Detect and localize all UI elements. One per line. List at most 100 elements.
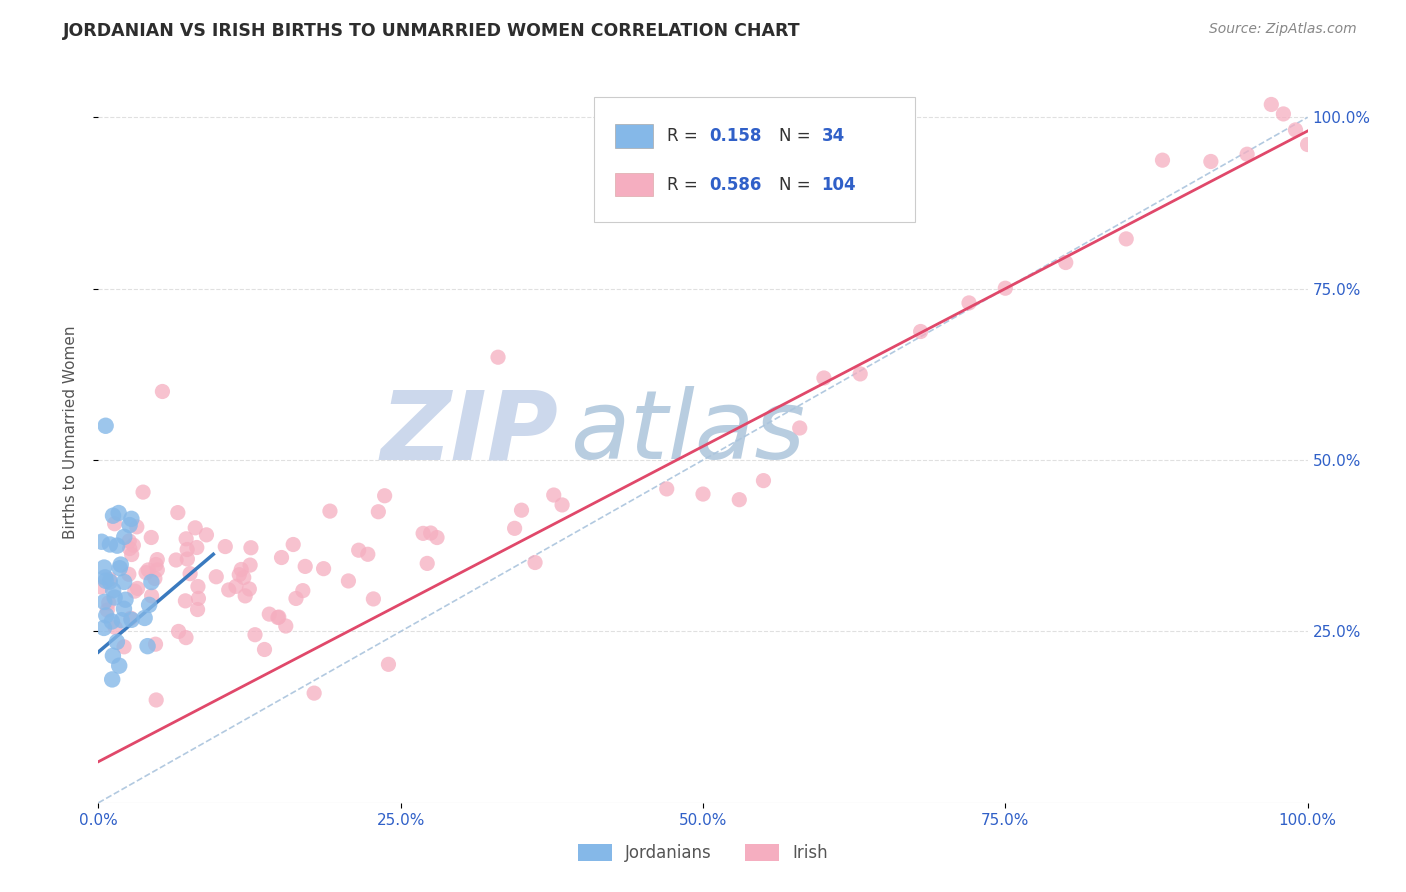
Point bbox=[214, 540, 236, 554]
Point bbox=[416, 557, 439, 571]
Point bbox=[108, 561, 131, 575]
Text: R =: R = bbox=[666, 127, 703, 145]
Point bbox=[145, 637, 167, 651]
Point bbox=[104, 620, 127, 634]
Point bbox=[96, 608, 118, 623]
Point bbox=[186, 541, 208, 555]
Point bbox=[134, 611, 156, 625]
Point bbox=[121, 613, 143, 627]
Point bbox=[357, 547, 380, 561]
Point bbox=[94, 574, 117, 588]
Point bbox=[104, 516, 127, 531]
Point bbox=[259, 607, 281, 621]
Point bbox=[789, 421, 811, 435]
Point bbox=[118, 518, 141, 533]
Point bbox=[367, 505, 389, 519]
Point bbox=[114, 592, 136, 607]
Point bbox=[174, 594, 197, 608]
Point bbox=[347, 543, 370, 558]
Point bbox=[285, 591, 308, 606]
Point bbox=[101, 508, 124, 523]
Point bbox=[1152, 153, 1174, 168]
Point bbox=[957, 296, 980, 310]
Point bbox=[291, 583, 314, 598]
Point bbox=[1054, 255, 1077, 269]
Point bbox=[118, 541, 141, 556]
Point bbox=[813, 371, 835, 385]
Point bbox=[551, 498, 574, 512]
Point bbox=[174, 631, 197, 645]
Point bbox=[377, 657, 399, 672]
Y-axis label: Births to Unmarried Women: Births to Unmarried Women bbox=[63, 326, 77, 540]
Point bbox=[141, 574, 163, 589]
Point bbox=[122, 538, 145, 552]
Point bbox=[152, 384, 174, 399]
Point bbox=[132, 485, 155, 500]
Point bbox=[412, 526, 434, 541]
Text: 104: 104 bbox=[821, 176, 856, 194]
Point bbox=[124, 584, 146, 599]
Point bbox=[90, 534, 112, 549]
Point bbox=[176, 542, 198, 557]
Point bbox=[136, 563, 159, 577]
Point bbox=[238, 582, 260, 596]
Point bbox=[108, 658, 131, 673]
Bar bbox=[614, 124, 654, 147]
Point bbox=[302, 686, 325, 700]
Point bbox=[543, 488, 565, 502]
Point bbox=[138, 598, 160, 612]
Point bbox=[1284, 123, 1306, 137]
Text: 34: 34 bbox=[821, 127, 845, 145]
Point bbox=[104, 591, 127, 605]
Point bbox=[98, 537, 121, 551]
Point bbox=[141, 589, 163, 603]
Point bbox=[337, 574, 360, 588]
Point bbox=[107, 506, 129, 520]
Point bbox=[267, 610, 290, 624]
Point bbox=[294, 559, 316, 574]
Point bbox=[101, 673, 124, 687]
Point bbox=[312, 562, 335, 576]
Point bbox=[97, 596, 120, 610]
Point bbox=[120, 512, 142, 526]
Point bbox=[93, 621, 115, 635]
Point bbox=[218, 582, 240, 597]
Point bbox=[105, 539, 128, 553]
Text: 0.586: 0.586 bbox=[709, 176, 762, 194]
Text: N =: N = bbox=[779, 127, 815, 145]
Point bbox=[146, 552, 169, 566]
Point bbox=[1296, 137, 1319, 152]
Point bbox=[145, 558, 167, 572]
FancyBboxPatch shape bbox=[595, 97, 915, 221]
Point bbox=[187, 591, 209, 606]
Point bbox=[101, 648, 124, 663]
Point bbox=[111, 613, 134, 627]
Point bbox=[1272, 107, 1295, 121]
Point bbox=[101, 615, 124, 629]
Point bbox=[112, 640, 135, 654]
Point bbox=[267, 610, 290, 624]
Point bbox=[98, 574, 121, 589]
Text: atlas: atlas bbox=[569, 386, 806, 479]
Point bbox=[1115, 232, 1137, 246]
Point bbox=[112, 601, 135, 615]
Point bbox=[1199, 154, 1222, 169]
Point bbox=[174, 532, 197, 546]
Point bbox=[239, 541, 262, 555]
Point bbox=[176, 552, 198, 566]
Point bbox=[655, 482, 678, 496]
Point bbox=[419, 526, 441, 541]
Text: 0.158: 0.158 bbox=[709, 127, 762, 145]
Point bbox=[239, 558, 262, 572]
Point bbox=[166, 506, 188, 520]
Point bbox=[319, 504, 342, 518]
Text: N =: N = bbox=[779, 176, 815, 194]
Point bbox=[94, 570, 117, 584]
Point bbox=[90, 580, 112, 594]
Legend: Jordanians, Irish: Jordanians, Irish bbox=[572, 837, 834, 869]
Point bbox=[228, 567, 250, 582]
Point bbox=[141, 531, 163, 545]
Point bbox=[110, 558, 132, 572]
Bar bbox=[614, 173, 654, 196]
Point bbox=[165, 553, 187, 567]
